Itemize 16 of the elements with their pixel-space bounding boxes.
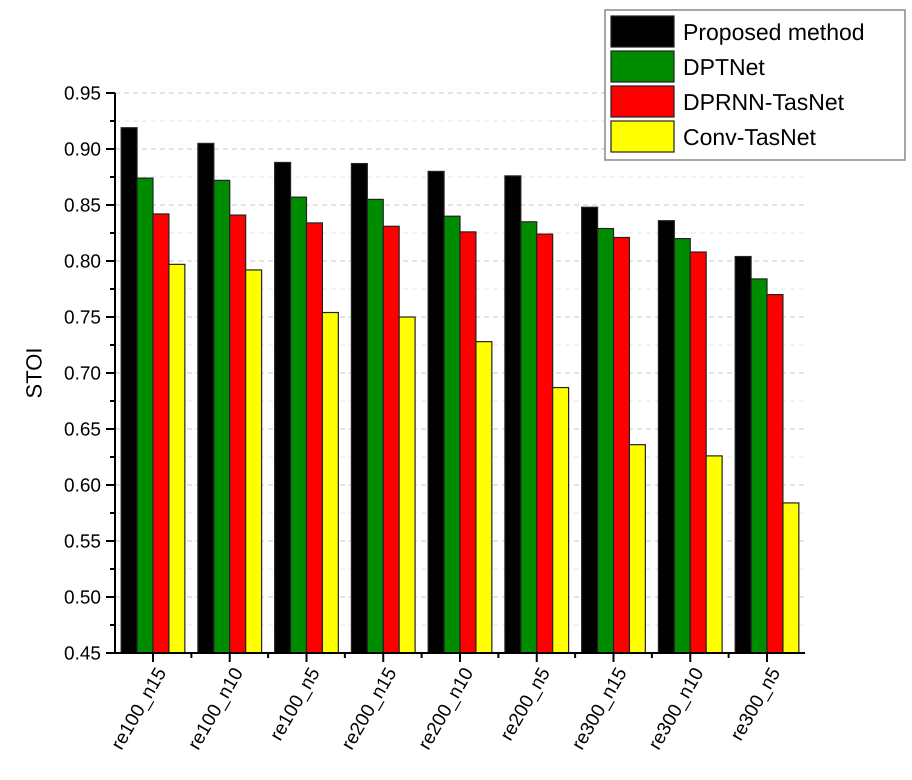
y-tick-label: 0.50 [64, 588, 101, 609]
y-tick-label: 0.75 [64, 308, 101, 329]
legend-label: DPRNN-TasNet [683, 89, 845, 116]
y-axis-title: STOI [22, 348, 47, 398]
y-tick-label: 0.85 [64, 196, 101, 217]
legend-label: DPTNet [683, 54, 766, 80]
y-tick-label: 0.95 [64, 84, 101, 105]
legend-label: Conv-TasNet [683, 124, 817, 150]
y-tick-label: 0.65 [64, 420, 101, 441]
y-tick-label: 0.80 [64, 252, 101, 273]
y-tick-label: 0.70 [64, 364, 101, 385]
y-tick-label: 0.90 [64, 140, 101, 161]
y-tick-label: 0.45 [64, 644, 101, 665]
legend-label: Proposed method [683, 19, 865, 46]
y-tick-label: 0.55 [64, 532, 101, 553]
y-tick-label: 0.60 [64, 476, 101, 497]
